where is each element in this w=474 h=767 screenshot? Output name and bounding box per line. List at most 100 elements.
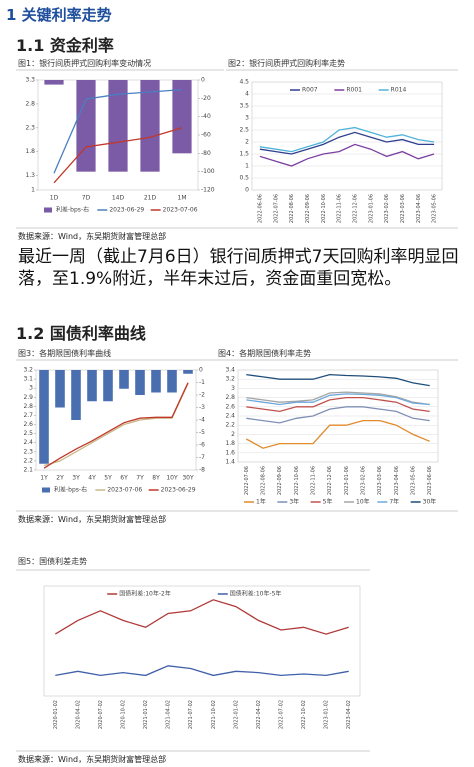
figure-caption: 图1：银行间质押式回购利率变动情况 [18, 59, 152, 68]
x-tick-label: 2022-09-06 [305, 194, 311, 223]
x-tick-label: 2021-07-02 [188, 700, 194, 729]
legend-label: 利差-bps-右 [56, 206, 89, 214]
y2-tick-label: -60 [201, 132, 211, 139]
x-tick-label: 2021-04-02 [166, 700, 172, 729]
legend-swatch [44, 207, 52, 213]
bar [71, 370, 81, 420]
x-tick-label: 7D [82, 195, 91, 202]
x-tick-label: 2022-04-02 [256, 700, 262, 729]
x-tick-label: 7Y [136, 475, 144, 482]
line-series [246, 393, 430, 406]
legend-label: 5年 [323, 498, 333, 506]
y-tick-label: 2.5 [239, 127, 249, 134]
bar [87, 370, 97, 402]
x-tick-label: 2023-03-06 [377, 466, 383, 495]
x-tick-label: 1Y [40, 475, 48, 482]
y2-tick-label: -7 [199, 454, 205, 461]
x-tick-label: 2022-01-02 [233, 700, 239, 729]
x-tick-label: 2022-09-06 [277, 466, 283, 495]
bar [183, 370, 193, 374]
x-tick-label: 8Y [152, 475, 160, 482]
line-series [53, 127, 183, 184]
x-tick-label: 2022-12-06 [352, 194, 358, 223]
line-series [246, 373, 430, 387]
y-tick-label: 3 [231, 385, 235, 392]
y-tick-label: 3.2 [23, 367, 33, 374]
line-series [55, 665, 349, 677]
y2-tick-label: -6 [199, 442, 205, 449]
x-tick-label: 30Y [182, 475, 194, 482]
legend-label: 国债利差:10年-2年 [119, 590, 171, 598]
legend-label: 1年 [256, 498, 266, 506]
bar [172, 80, 192, 154]
section-title: 1.2 国债利率曲线 [16, 324, 146, 343]
x-tick-label: 10Y [166, 475, 178, 482]
figure-caption: 图3：各期限国债利率曲线 [18, 349, 112, 358]
plot-frame [251, 81, 443, 191]
y-tick-label: 2 [245, 139, 249, 146]
y-tick-label: 2.9 [23, 394, 33, 401]
x-tick-label: 2023-04-06 [394, 466, 400, 495]
y2-tick-label: -3 [199, 404, 205, 411]
x-tick-label: 1D [50, 195, 59, 202]
y-tick-label: 2.2 [225, 422, 235, 429]
bar [39, 370, 49, 464]
x-tick-label: 2023-04-06 [416, 194, 422, 223]
y-tick-label: 1.8 [225, 440, 235, 447]
legend-label: 利差-bps-右 [54, 486, 87, 494]
y-tick-label: 4.5 [239, 79, 249, 86]
y2-tick-label: -2 [199, 392, 205, 399]
y-tick-label: 3.1 [23, 376, 33, 383]
y-tick-label: 2.3 [23, 448, 33, 455]
legend-label: 10年 [356, 498, 370, 506]
line-series [54, 599, 349, 635]
x-tick-label: 2023-01-06 [368, 194, 374, 223]
y-tick-label: 2.8 [225, 394, 235, 401]
x-tick-label: 14D [112, 195, 125, 202]
y-tick-label: 2.8 [23, 403, 33, 410]
y2-tick-label: -4 [199, 417, 205, 424]
y2-tick-label: -120 [201, 187, 215, 194]
line-series [43, 382, 189, 469]
x-tick-label: 2Y [56, 475, 64, 482]
legend-label: 2023-06-29 [109, 207, 144, 214]
x-tick-label: 2023-05-06 [432, 194, 438, 223]
y-tick-label: 1.3 [25, 172, 35, 179]
plot-frame [43, 585, 361, 697]
x-tick-label: 2023-03-06 [400, 194, 406, 223]
legend-label: 7年 [389, 498, 399, 506]
source-note: 数据来源：Wind，东吴期货财富管理总部 [18, 755, 167, 764]
y-tick-label: 1.5 [239, 151, 249, 158]
x-tick-label: 2021-10-02 [211, 700, 217, 729]
y2-tick-label: -100 [201, 168, 215, 175]
y-tick-label: 2 [231, 431, 235, 438]
line-series [246, 396, 430, 413]
y-tick-label: 2.1 [23, 467, 33, 474]
legend-swatch [42, 487, 50, 493]
legend-label: 30年 [423, 498, 437, 506]
x-tick-label: 2023-02-06 [384, 194, 390, 223]
y-tick-label: 3 [29, 385, 33, 392]
x-tick-label: 4Y [88, 475, 96, 482]
y-tick-label: 2.5 [23, 430, 33, 437]
x-tick-label: 6Y [120, 475, 128, 482]
legend-label: 2023-07-06 [163, 207, 198, 214]
bar [135, 370, 145, 395]
x-tick-label: 3Y [72, 475, 80, 482]
y-tick-label: 2.6 [225, 403, 235, 410]
legend-label: 2023-06-29 [161, 487, 196, 494]
x-tick-label: 2023-01-06 [344, 466, 350, 495]
bar [119, 370, 129, 389]
y-tick-label: 1.8 [25, 148, 35, 155]
bar [108, 80, 128, 172]
y-tick-label: 2.4 [225, 413, 235, 420]
bar [55, 370, 65, 408]
x-tick-label: 2021-01-02 [143, 700, 149, 729]
y-tick-label: 2.4 [23, 439, 33, 446]
x-tick-label: 2022-11-06 [311, 466, 317, 495]
source-note: 数据来源：Wind，东吴期货财富管理总部 [18, 232, 167, 241]
x-tick-label: 2022-12-06 [327, 466, 333, 495]
y-tick-label: 3.5 [239, 103, 249, 110]
source-note: 数据来源：Wind，东吴期货财富管理总部 [18, 515, 167, 524]
